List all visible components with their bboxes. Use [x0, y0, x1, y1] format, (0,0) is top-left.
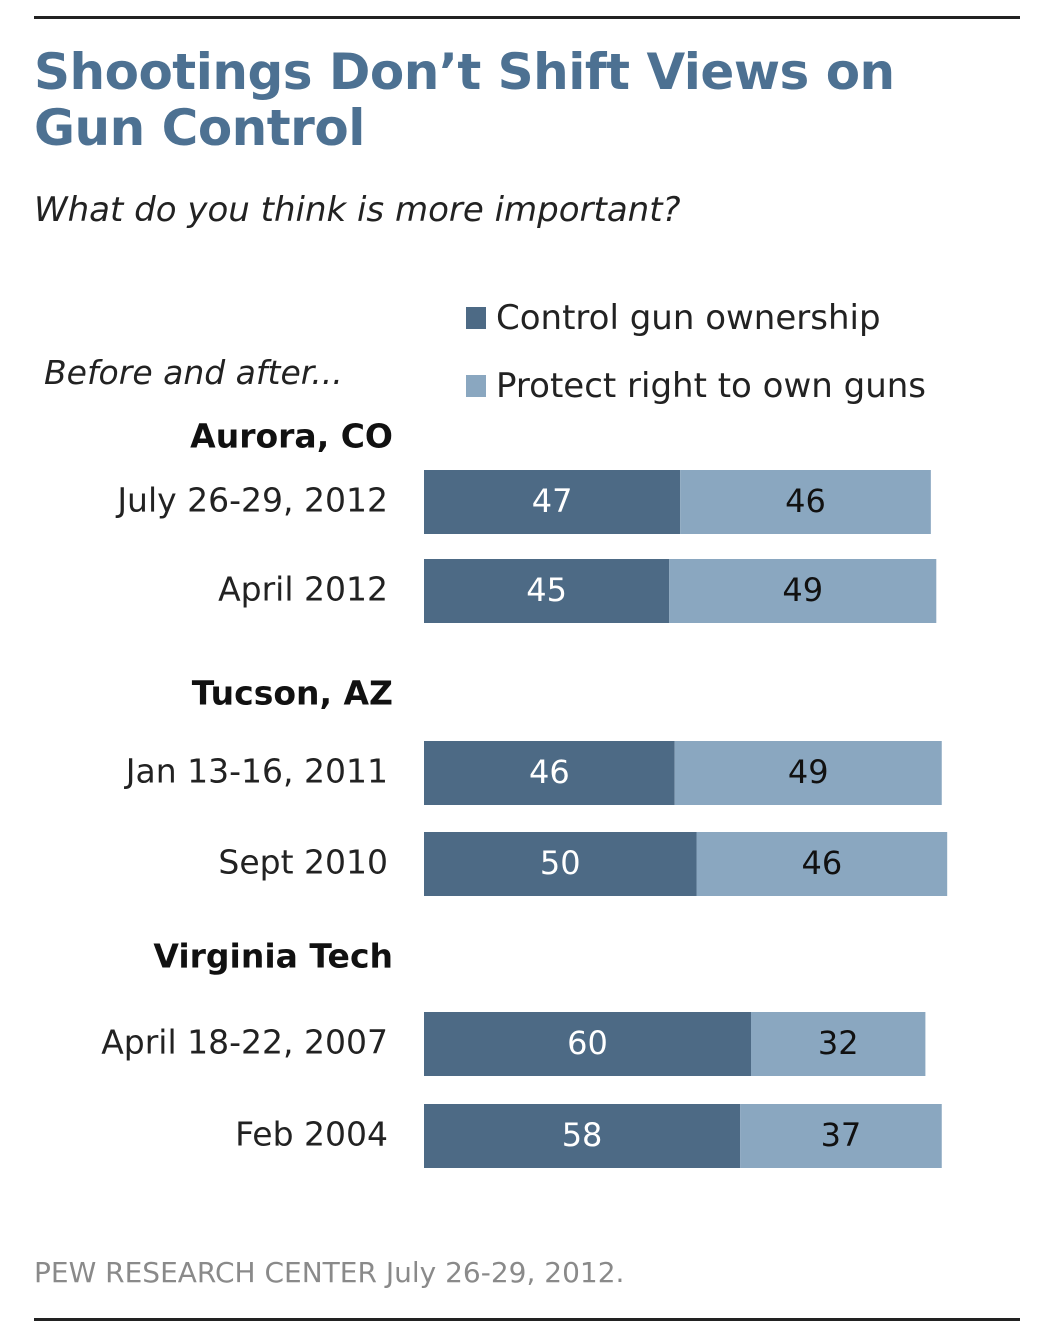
- value-label-control: 50: [540, 844, 581, 882]
- legend-protect-swatch: [466, 375, 486, 397]
- value-label-protect: 49: [788, 753, 829, 791]
- value-label-protect: 49: [782, 571, 823, 609]
- before-after-label: Before and after...: [44, 353, 343, 392]
- bar-protect: [696, 832, 948, 896]
- value-label-protect: 32: [818, 1024, 859, 1062]
- bar-protect: [680, 470, 931, 534]
- value-label-control: 58: [562, 1116, 603, 1154]
- bar-control: [424, 470, 681, 534]
- bar-control: [424, 1012, 751, 1076]
- value-label-control: 45: [526, 571, 567, 609]
- row-label: Sept 2010: [218, 843, 388, 882]
- value-label-protect: 46: [785, 482, 826, 520]
- chart-subtitle: What do you think is more important?: [34, 190, 681, 230]
- row-label: Feb 2004: [235, 1115, 388, 1154]
- row-label: Jan 13-16, 2011: [124, 752, 388, 791]
- value-label-control: 60: [567, 1024, 608, 1062]
- group-label: Aurora, CO: [190, 417, 393, 456]
- legend-protect-label: Protect right to own guns: [496, 366, 927, 406]
- bar-control: [424, 741, 675, 805]
- value-label-control: 46: [529, 753, 570, 791]
- source-note: PEW RESEARCH CENTER July 26-29, 2012.: [34, 1256, 625, 1289]
- bar-control: [424, 559, 670, 623]
- value-label-protect: 46: [801, 844, 842, 882]
- bar-protect: [669, 559, 937, 623]
- legend-control-swatch: [466, 307, 486, 329]
- bottom-rule: [34, 1318, 1020, 1321]
- row-label: April 2012: [218, 570, 388, 609]
- legend-control-label: Control gun ownership: [496, 298, 881, 338]
- value-label-control: 47: [532, 482, 573, 520]
- value-label-protect: 37: [821, 1116, 862, 1154]
- bar-protect: [751, 1012, 926, 1076]
- legend-protect: Protect right to own guns: [466, 366, 926, 406]
- row-label: April 18-22, 2007: [101, 1023, 388, 1062]
- top-rule: [34, 16, 1020, 19]
- chart-title: Shootings Don’t Shift Views on Gun Contr…: [34, 43, 895, 157]
- row-label: July 26-29, 2012: [115, 481, 388, 520]
- bar-protect: [740, 1104, 942, 1168]
- group-label: Virginia Tech: [153, 937, 393, 976]
- group-label: Tucson, AZ: [192, 674, 393, 713]
- bar-protect: [674, 741, 942, 805]
- bar-control: [424, 1104, 741, 1168]
- bar-control: [424, 832, 697, 896]
- legend-control: Control gun ownership: [466, 298, 881, 338]
